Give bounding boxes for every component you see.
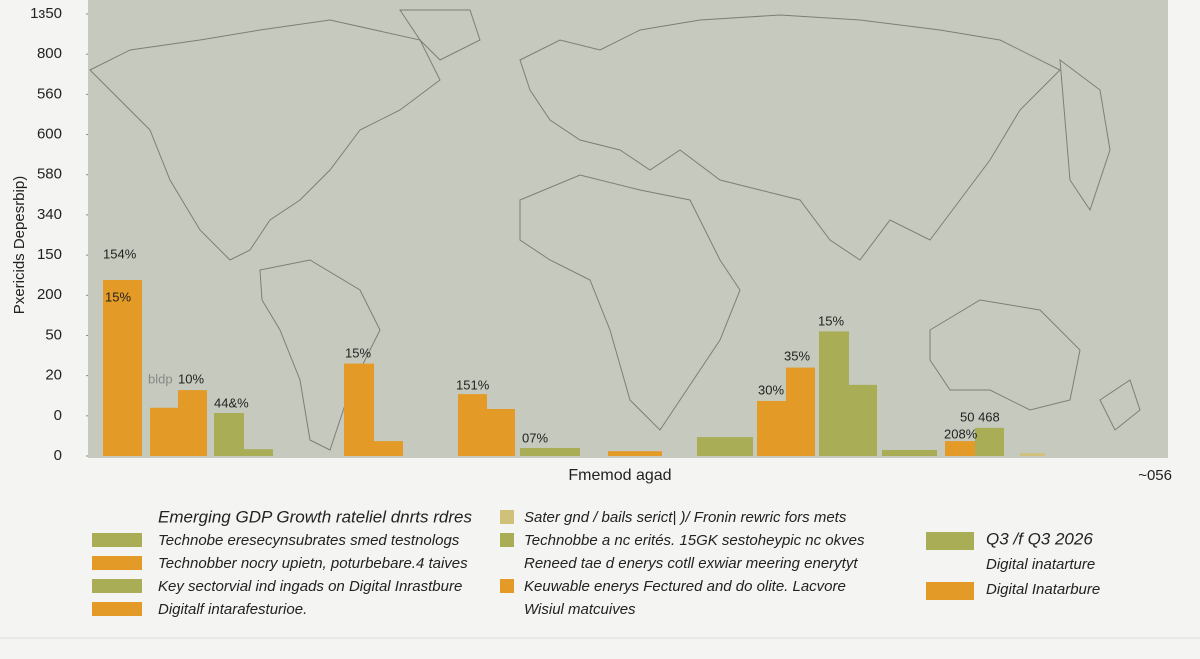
annotation: 07% — [522, 430, 548, 445]
bar — [882, 449, 937, 456]
legend-label: Technobbe a nc erités. 15GK sestoheypic … — [524, 532, 865, 549]
bar — [487, 408, 515, 456]
legend-swatch — [92, 556, 142, 570]
bar — [945, 441, 975, 456]
legend-swatch — [926, 582, 974, 600]
bar — [520, 447, 580, 456]
legend-label: Wisiul matcuives — [524, 601, 636, 618]
bar — [244, 449, 273, 456]
legend-swatch — [92, 579, 142, 593]
bar — [819, 331, 849, 456]
legend-swatch — [92, 533, 142, 547]
legend-swatch — [92, 602, 142, 616]
legend-label: Emerging GDP Growth rateliel dnrts rdres — [158, 507, 472, 526]
y-axis-label: Pxericids Depesrbip) — [11, 176, 28, 314]
legend-label: Key sectorvial ind ingads on Digital Inr… — [158, 578, 462, 595]
y-tick-label: 600 — [37, 126, 62, 143]
legend-swatch — [926, 532, 974, 550]
legend-swatch — [500, 579, 514, 593]
annotation: 15% — [345, 345, 371, 360]
bar — [214, 413, 244, 456]
bar — [103, 280, 142, 456]
world-map — [89, 9, 1141, 451]
annotation: 50 468 — [960, 409, 1000, 424]
legend-label: Digital inatarture — [986, 556, 1095, 573]
y-tick-label: 50 — [45, 326, 62, 343]
y-tick-label: 560 — [37, 85, 62, 102]
legend-label: Digital Inatarbure — [986, 581, 1100, 598]
bar — [178, 390, 207, 456]
bar — [458, 394, 487, 456]
y-tick-label: 20 — [45, 367, 62, 384]
annotation: bldp — [148, 371, 173, 386]
y-tick-label: 0 — [54, 407, 62, 424]
annotation: 44&% — [214, 395, 249, 410]
legend-label: Technobber nocry upietn, poturbebare.4 t… — [158, 555, 468, 572]
legend-label: Keuwable enerys Fectured and do olite. L… — [524, 578, 846, 595]
annotation: 30% — [758, 382, 784, 397]
legend-label: Sater gnd / bails serict| )/ Fronin rewr… — [524, 509, 847, 526]
y-tick-label: 800 — [37, 45, 62, 62]
annotation: 154% — [103, 246, 137, 261]
annotation: 208% — [944, 426, 978, 441]
y-tick-label: 340 — [37, 206, 62, 223]
legend-label: Reneed tae d enerys cotll exwiar meering… — [524, 555, 858, 572]
bar — [608, 451, 662, 456]
corner-note: ~056 — [1138, 467, 1172, 484]
bar — [344, 363, 374, 456]
annotation: 35% — [784, 348, 810, 363]
y-tick-label: 0 — [54, 447, 62, 464]
legend-label: Technobe ereseсynsubrates smed testnolog… — [158, 532, 460, 549]
bar — [150, 407, 178, 456]
bar — [975, 427, 1004, 456]
bar — [697, 437, 753, 456]
bar — [1020, 453, 1045, 456]
bar — [786, 367, 815, 456]
annotation: 151% — [456, 377, 490, 392]
bar — [374, 441, 403, 456]
y-tick-label: 200 — [37, 286, 62, 303]
bar — [849, 384, 877, 456]
y-tick-label: 580 — [37, 166, 62, 183]
annotation: 15% — [105, 289, 131, 304]
map-background — [88, 0, 1168, 458]
legend-label: Digitalf intarafesturioe. — [158, 601, 307, 618]
legend-label: Q3 /f Q3 2026 — [986, 529, 1093, 548]
legend-swatch — [500, 510, 514, 524]
y-tick-label: 1ɜ50 — [30, 5, 62, 22]
x-axis-label: Fmemod agad — [568, 467, 671, 484]
annotation: 15% — [818, 313, 844, 328]
legend-swatch — [500, 533, 514, 547]
bar — [757, 400, 786, 456]
y-tick-label: 150 — [37, 246, 62, 263]
annotation: 10% — [178, 371, 204, 386]
